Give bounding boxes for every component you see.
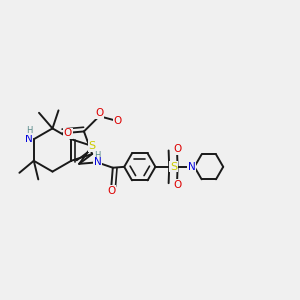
- Text: S: S: [170, 162, 177, 172]
- Text: H: H: [94, 151, 101, 160]
- Text: N: N: [188, 162, 195, 172]
- Text: O: O: [64, 128, 72, 138]
- Text: O: O: [95, 108, 103, 118]
- Text: S: S: [88, 141, 96, 151]
- Text: O: O: [107, 185, 116, 196]
- Text: N: N: [94, 157, 102, 167]
- Text: O: O: [173, 180, 182, 190]
- Text: O: O: [173, 144, 182, 154]
- Text: N: N: [25, 134, 32, 144]
- Text: H: H: [26, 126, 32, 135]
- Text: O: O: [113, 116, 122, 126]
